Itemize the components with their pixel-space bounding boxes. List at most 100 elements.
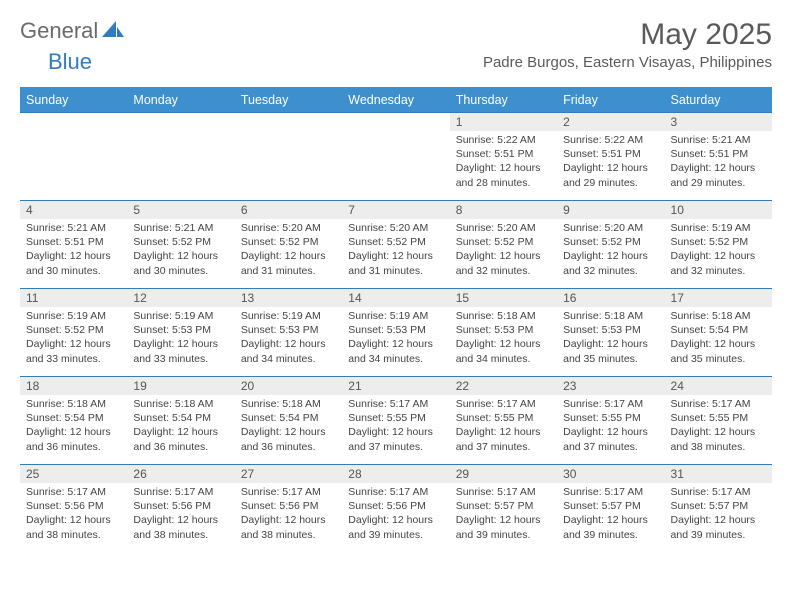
calendar-week-row: 1Sunrise: 5:22 AMSunset: 5:51 PMDaylight…: [20, 113, 772, 201]
calendar-day-cell: 10Sunrise: 5:19 AMSunset: 5:52 PMDayligh…: [665, 201, 772, 289]
calendar-day-cell: 27Sunrise: 5:17 AMSunset: 5:56 PMDayligh…: [235, 465, 342, 553]
calendar-day-cell: 19Sunrise: 5:18 AMSunset: 5:54 PMDayligh…: [127, 377, 234, 465]
calendar-day-cell: 26Sunrise: 5:17 AMSunset: 5:56 PMDayligh…: [127, 465, 234, 553]
day-info: Sunrise: 5:17 AMSunset: 5:55 PMDaylight:…: [557, 395, 664, 458]
day-info: Sunrise: 5:20 AMSunset: 5:52 PMDaylight:…: [450, 219, 557, 282]
calendar-day-cell: 4Sunrise: 5:21 AMSunset: 5:51 PMDaylight…: [20, 201, 127, 289]
day-number: 3: [665, 113, 772, 131]
day-info: Sunrise: 5:20 AMSunset: 5:52 PMDaylight:…: [342, 219, 449, 282]
day-info: Sunrise: 5:17 AMSunset: 5:56 PMDaylight:…: [342, 483, 449, 546]
logo-sail-icon: [102, 21, 124, 44]
calendar-day-cell: [342, 113, 449, 201]
logo-text-1: General: [20, 18, 98, 44]
weekday-header: Tuesday: [235, 88, 342, 113]
day-number: 26: [127, 465, 234, 483]
day-info: Sunrise: 5:21 AMSunset: 5:52 PMDaylight:…: [127, 219, 234, 282]
day-number: 30: [557, 465, 664, 483]
calendar-day-cell: 28Sunrise: 5:17 AMSunset: 5:56 PMDayligh…: [342, 465, 449, 553]
calendar-day-cell: 21Sunrise: 5:17 AMSunset: 5:55 PMDayligh…: [342, 377, 449, 465]
day-number: 8: [450, 201, 557, 219]
calendar-day-cell: 9Sunrise: 5:20 AMSunset: 5:52 PMDaylight…: [557, 201, 664, 289]
day-number: 14: [342, 289, 449, 307]
day-info: Sunrise: 5:17 AMSunset: 5:55 PMDaylight:…: [342, 395, 449, 458]
calendar-table: SundayMondayTuesdayWednesdayThursdayFrid…: [20, 87, 772, 553]
calendar-day-cell: 18Sunrise: 5:18 AMSunset: 5:54 PMDayligh…: [20, 377, 127, 465]
calendar-day-cell: 1Sunrise: 5:22 AMSunset: 5:51 PMDaylight…: [450, 113, 557, 201]
calendar-day-cell: 6Sunrise: 5:20 AMSunset: 5:52 PMDaylight…: [235, 201, 342, 289]
day-info: Sunrise: 5:17 AMSunset: 5:55 PMDaylight:…: [450, 395, 557, 458]
weekday-header: Wednesday: [342, 88, 449, 113]
day-info: Sunrise: 5:20 AMSunset: 5:52 PMDaylight:…: [557, 219, 664, 282]
day-number: 17: [665, 289, 772, 307]
calendar-day-cell: 22Sunrise: 5:17 AMSunset: 5:55 PMDayligh…: [450, 377, 557, 465]
calendar-day-cell: 29Sunrise: 5:17 AMSunset: 5:57 PMDayligh…: [450, 465, 557, 553]
calendar-day-cell: 16Sunrise: 5:18 AMSunset: 5:53 PMDayligh…: [557, 289, 664, 377]
calendar-day-cell: 7Sunrise: 5:20 AMSunset: 5:52 PMDaylight…: [342, 201, 449, 289]
weekday-header-row: SundayMondayTuesdayWednesdayThursdayFrid…: [20, 88, 772, 113]
weekday-header: Thursday: [450, 88, 557, 113]
day-number: 29: [450, 465, 557, 483]
calendar-day-cell: 20Sunrise: 5:18 AMSunset: 5:54 PMDayligh…: [235, 377, 342, 465]
day-info: Sunrise: 5:18 AMSunset: 5:54 PMDaylight:…: [20, 395, 127, 458]
calendar-day-cell: 11Sunrise: 5:19 AMSunset: 5:52 PMDayligh…: [20, 289, 127, 377]
day-info: Sunrise: 5:19 AMSunset: 5:53 PMDaylight:…: [342, 307, 449, 370]
day-number: 5: [127, 201, 234, 219]
day-number: 12: [127, 289, 234, 307]
day-number: 31: [665, 465, 772, 483]
calendar-week-row: 4Sunrise: 5:21 AMSunset: 5:51 PMDaylight…: [20, 201, 772, 289]
day-number: 27: [235, 465, 342, 483]
weekday-header: Monday: [127, 88, 234, 113]
day-info: Sunrise: 5:17 AMSunset: 5:57 PMDaylight:…: [557, 483, 664, 546]
calendar-day-cell: 23Sunrise: 5:17 AMSunset: 5:55 PMDayligh…: [557, 377, 664, 465]
day-number: 18: [20, 377, 127, 395]
day-info: Sunrise: 5:20 AMSunset: 5:52 PMDaylight:…: [235, 219, 342, 282]
weekday-header: Sunday: [20, 88, 127, 113]
day-number: 7: [342, 201, 449, 219]
day-number: 10: [665, 201, 772, 219]
day-number: 13: [235, 289, 342, 307]
calendar-day-cell: 12Sunrise: 5:19 AMSunset: 5:53 PMDayligh…: [127, 289, 234, 377]
day-info: Sunrise: 5:18 AMSunset: 5:54 PMDaylight:…: [665, 307, 772, 370]
day-number: 22: [450, 377, 557, 395]
calendar-week-row: 18Sunrise: 5:18 AMSunset: 5:54 PMDayligh…: [20, 377, 772, 465]
calendar-day-cell: 14Sunrise: 5:19 AMSunset: 5:53 PMDayligh…: [342, 289, 449, 377]
day-info: Sunrise: 5:19 AMSunset: 5:53 PMDaylight:…: [127, 307, 234, 370]
day-number: 11: [20, 289, 127, 307]
day-info: Sunrise: 5:21 AMSunset: 5:51 PMDaylight:…: [20, 219, 127, 282]
day-info: Sunrise: 5:19 AMSunset: 5:52 PMDaylight:…: [665, 219, 772, 282]
day-number: 24: [665, 377, 772, 395]
logo-text-2: Blue: [48, 49, 92, 74]
day-number: 21: [342, 377, 449, 395]
day-number: 19: [127, 377, 234, 395]
day-number: 23: [557, 377, 664, 395]
calendar-day-cell: [127, 113, 234, 201]
calendar-day-cell: 3Sunrise: 5:21 AMSunset: 5:51 PMDaylight…: [665, 113, 772, 201]
day-number: 15: [450, 289, 557, 307]
day-info: Sunrise: 5:19 AMSunset: 5:53 PMDaylight:…: [235, 307, 342, 370]
day-number: 9: [557, 201, 664, 219]
day-number: 1: [450, 113, 557, 131]
calendar-day-cell: [235, 113, 342, 201]
day-info: Sunrise: 5:17 AMSunset: 5:57 PMDaylight:…: [450, 483, 557, 546]
day-number: 20: [235, 377, 342, 395]
day-info: Sunrise: 5:18 AMSunset: 5:53 PMDaylight:…: [557, 307, 664, 370]
day-info: Sunrise: 5:18 AMSunset: 5:54 PMDaylight:…: [235, 395, 342, 458]
day-info: Sunrise: 5:19 AMSunset: 5:52 PMDaylight:…: [20, 307, 127, 370]
weekday-header: Friday: [557, 88, 664, 113]
calendar-day-cell: 15Sunrise: 5:18 AMSunset: 5:53 PMDayligh…: [450, 289, 557, 377]
month-title: May 2025: [483, 18, 772, 52]
logo: General: [20, 18, 126, 44]
day-info: Sunrise: 5:18 AMSunset: 5:53 PMDaylight:…: [450, 307, 557, 370]
day-number: 6: [235, 201, 342, 219]
day-number: 28: [342, 465, 449, 483]
day-info: Sunrise: 5:17 AMSunset: 5:55 PMDaylight:…: [665, 395, 772, 458]
calendar-day-cell: 30Sunrise: 5:17 AMSunset: 5:57 PMDayligh…: [557, 465, 664, 553]
day-number: 16: [557, 289, 664, 307]
calendar-week-row: 25Sunrise: 5:17 AMSunset: 5:56 PMDayligh…: [20, 465, 772, 553]
day-info: Sunrise: 5:21 AMSunset: 5:51 PMDaylight:…: [665, 131, 772, 194]
calendar-day-cell: 2Sunrise: 5:22 AMSunset: 5:51 PMDaylight…: [557, 113, 664, 201]
day-info: Sunrise: 5:18 AMSunset: 5:54 PMDaylight:…: [127, 395, 234, 458]
day-info: Sunrise: 5:17 AMSunset: 5:56 PMDaylight:…: [20, 483, 127, 546]
weekday-header: Saturday: [665, 88, 772, 113]
day-info: Sunrise: 5:17 AMSunset: 5:57 PMDaylight:…: [665, 483, 772, 546]
